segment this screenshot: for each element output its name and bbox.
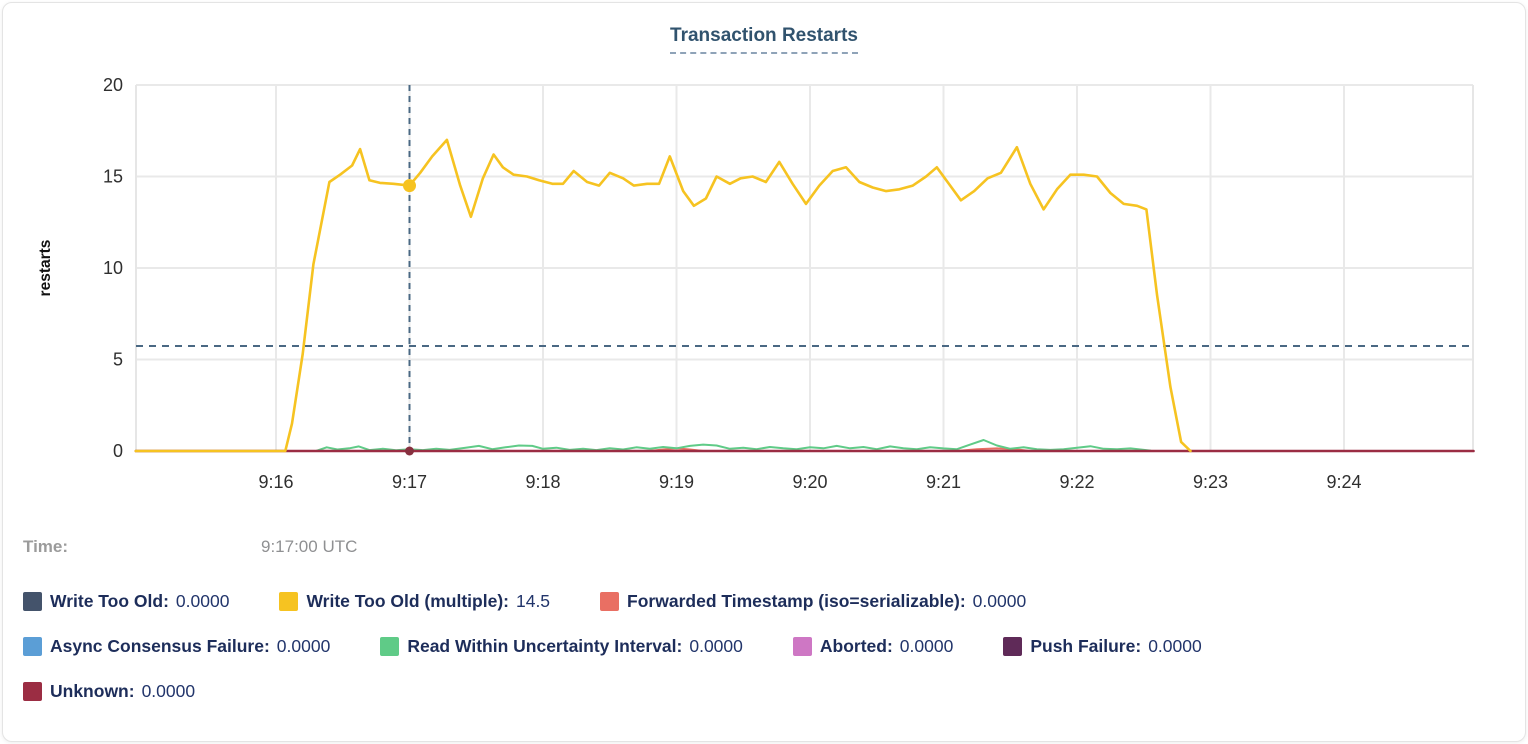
legend-swatch-icon [380,637,400,656]
y-axis-title: restarts [37,240,54,297]
x-tick-label: 9:17 [392,472,427,492]
legend-item-label: Aborted: [819,636,893,656]
hover-time-row: Time: 9:17:00 UTC [23,537,1505,557]
legend-swatch-icon [279,592,299,611]
series-line [134,138,1192,453]
x-tick-label: 9:20 [792,472,827,492]
x-tick-label: 9:18 [525,472,560,492]
y-tick-label: 20 [103,75,123,95]
legend-item-value: 0.0000 [972,591,1027,611]
chart-title[interactable]: Transaction Restarts [670,25,858,54]
legend-item-label: Write Too Old: [50,591,169,611]
legend-item-value: 14.5 [515,591,551,611]
legend-row: Async Consensus Failure: 0.0000 Read Withi… [23,634,1511,659]
legend-swatch-icon [792,637,812,656]
chart-title-row: Transaction Restarts [3,25,1525,54]
legend-item[interactable]: Forwarded Timestamp (iso=serializable): 0… [600,591,1026,612]
legend-item-value: 0.0000 [1148,636,1202,656]
y-tick-label: 0 [113,441,123,461]
legend-item-label: Unknown: [50,681,135,701]
transaction-restarts-chart[interactable]: 0 5 10 15 20 9:16 9:17 9:18 9:19 9:20 9:21 9:22 9:23… [3,3,1526,515]
legend-swatch-icon [23,682,42,701]
legend-item-label: Read Within Uncertainty Interval: [407,636,683,656]
legend-item-value: 0.0000 [689,636,743,656]
y-tick-label: 15 [103,167,123,187]
x-tick-label: 9:21 [926,472,961,492]
legend-item-label: Forwarded Timestamp (iso=serializable): [627,591,966,611]
legend-swatch-icon [600,592,620,611]
legend-swatch-icon [23,592,42,611]
legend-item-value: 0.0000 [141,681,196,701]
legend: Write Too Old: 0.0000 Write Too Old (multi… [23,589,1511,724]
x-tick-label: 9:23 [1193,472,1228,492]
legend-item-value: 0.0000 [276,636,331,656]
legend-item[interactable]: Async Consensus Failure: 0.0000 [23,636,330,657]
legend-item-label: Write Too Old (multiple): [306,591,509,611]
legend-item-label: Async Consensus Failure: [50,636,270,656]
legend-row: Unknown: 0.0000 [23,679,1511,704]
x-tick-label: 9:19 [659,472,694,492]
legend-row: Write Too Old: 0.0000 Write Too Old (multi… [23,589,1511,614]
x-tick-label: 9:16 [258,472,293,492]
y-tick-label: 5 [113,350,123,370]
legend-item[interactable]: Write Too Old: 0.0000 [23,591,229,612]
legend-swatch-icon [1003,637,1023,656]
legend-item-label: Push Failure: [1030,636,1142,656]
legend-item-value: 0.0000 [899,636,954,656]
legend-item[interactable]: Push Failure: 0.0000 [1003,636,1202,657]
hover-zero-dot [405,446,414,456]
legend-item-value: 0.0000 [175,591,230,611]
time-value: 9:17:00 UTC [261,537,358,556]
time-label: Time: [23,537,69,556]
legend-item[interactable]: Write Too Old (multiple): 14.5 [279,591,550,612]
legend-item[interactable]: Unknown: 0.0000 [23,681,195,702]
hover-highlight-dot [403,179,416,193]
y-tick-label: 10 [103,258,123,278]
legend-item[interactable]: Aborted: 0.0000 [792,636,954,657]
legend-item[interactable]: Read Within Uncertainty Interval: 0.0000 [380,636,743,657]
legend-swatch-icon [23,637,42,656]
x-tick-label: 9:22 [1059,472,1094,492]
x-tick-label: 9:24 [1326,472,1361,492]
